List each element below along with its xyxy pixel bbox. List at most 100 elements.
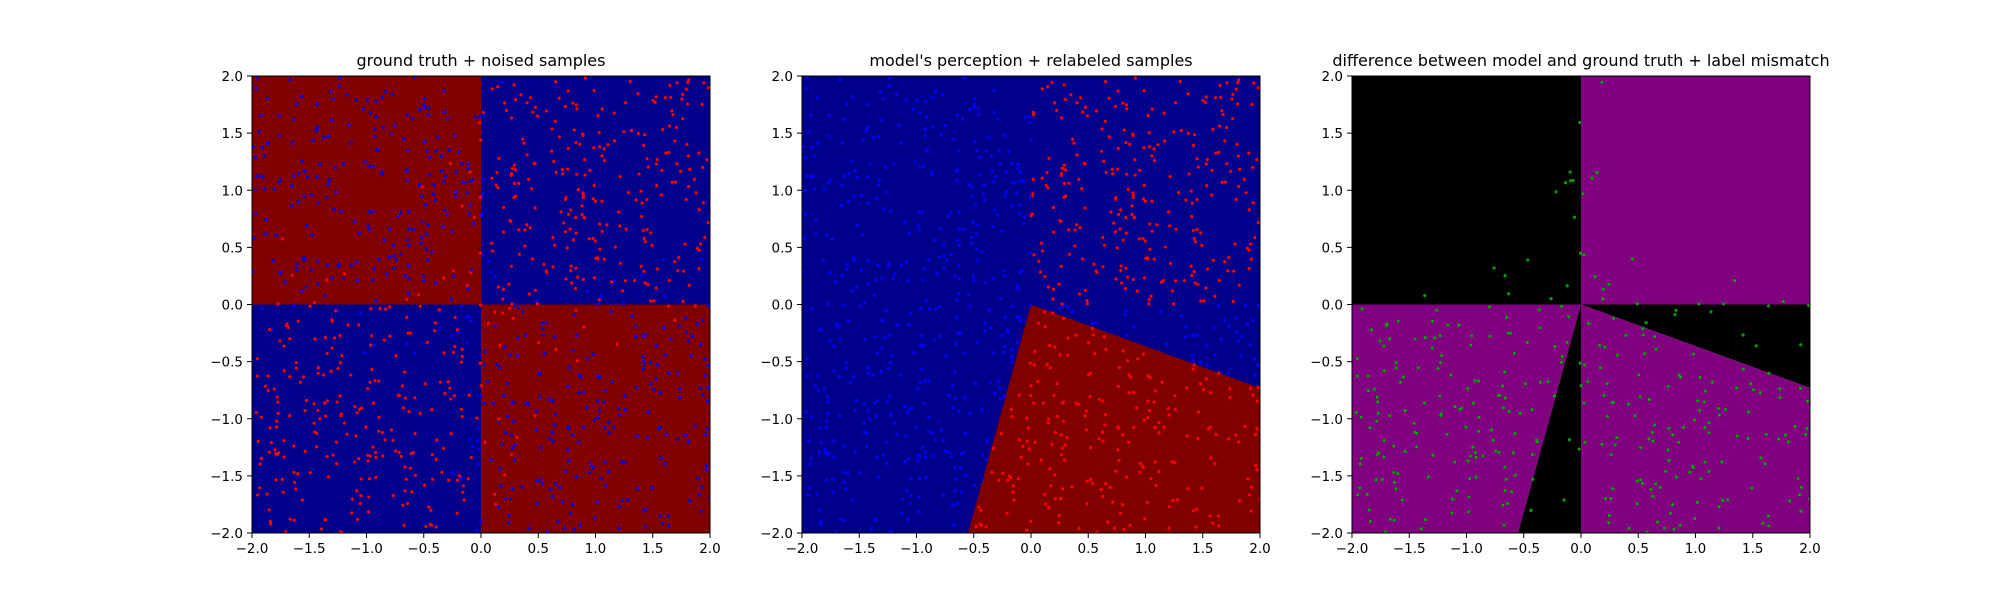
plot-area xyxy=(252,76,710,533)
sample-point xyxy=(1255,158,1259,162)
sample-point xyxy=(562,221,566,225)
sample-point xyxy=(938,305,942,309)
sample-point xyxy=(368,164,372,168)
sample-point xyxy=(823,448,827,452)
sample-point xyxy=(503,473,507,477)
sample-point xyxy=(687,184,691,189)
sample-point xyxy=(434,525,438,529)
sample-point xyxy=(1195,227,1199,232)
sample-point xyxy=(883,336,887,340)
sample-point xyxy=(702,81,706,85)
sample-point xyxy=(1074,401,1078,405)
sample-point xyxy=(505,108,509,112)
sample-point xyxy=(620,460,624,464)
x-tick-label: 0.0 xyxy=(1020,541,1041,557)
sample-point xyxy=(1359,456,1363,460)
sample-point xyxy=(1003,194,1008,198)
sample-point xyxy=(1374,478,1378,482)
sample-point xyxy=(413,396,417,400)
sample-point xyxy=(528,226,532,230)
sample-point xyxy=(439,154,444,158)
sample-point xyxy=(1023,115,1027,119)
sample-point xyxy=(1560,354,1564,359)
sample-point xyxy=(913,160,917,164)
sample-point xyxy=(255,357,260,361)
sample-point xyxy=(1382,369,1386,373)
sample-point xyxy=(1100,494,1105,498)
sample-point xyxy=(926,379,931,383)
sample-point xyxy=(603,460,607,464)
sample-point xyxy=(693,304,697,308)
sample-point xyxy=(612,425,616,429)
sample-point xyxy=(1564,181,1568,185)
sample-point xyxy=(654,286,658,290)
sample-point xyxy=(1692,418,1696,422)
sample-point xyxy=(909,493,913,498)
sample-point xyxy=(1615,353,1620,357)
sample-point xyxy=(804,86,808,90)
sample-point xyxy=(490,87,494,91)
sample-point xyxy=(509,433,513,437)
sample-point xyxy=(1637,373,1641,377)
sample-point xyxy=(651,388,656,392)
sample-point xyxy=(621,302,626,306)
chart-panel-difference: difference between model and ground trut… xyxy=(1310,51,1829,557)
sample-point xyxy=(418,411,422,415)
sample-point xyxy=(1538,326,1542,330)
sample-point xyxy=(1085,479,1089,483)
sample-point xyxy=(1119,264,1123,268)
sample-point xyxy=(1167,505,1171,509)
sample-point xyxy=(1208,391,1212,395)
sample-point xyxy=(328,90,332,94)
sample-point xyxy=(1028,115,1032,119)
sample-point xyxy=(560,167,564,171)
sample-point xyxy=(1220,180,1224,184)
sample-point xyxy=(581,193,585,197)
sample-point xyxy=(507,282,511,286)
sample-point xyxy=(1707,469,1711,474)
sample-point xyxy=(1798,386,1803,390)
sample-point xyxy=(581,277,585,282)
sample-point xyxy=(1231,299,1235,304)
sample-point xyxy=(1641,326,1645,331)
sample-point xyxy=(920,334,924,338)
sample-point xyxy=(1147,145,1152,149)
sample-point xyxy=(1422,401,1427,405)
sample-point xyxy=(288,517,292,521)
sample-point xyxy=(598,375,602,380)
sample-point xyxy=(1468,454,1472,458)
sample-point xyxy=(1108,485,1112,489)
sample-point xyxy=(1073,244,1077,248)
sample-point xyxy=(1682,425,1686,430)
sample-point xyxy=(1568,179,1573,183)
sample-point xyxy=(984,525,988,529)
sample-point xyxy=(1101,265,1105,269)
sample-point xyxy=(569,268,573,273)
x-tick-label: −1.5 xyxy=(1393,541,1426,557)
x-tick-label: 1.5 xyxy=(642,541,663,557)
sample-point xyxy=(1179,128,1183,133)
sample-point xyxy=(567,365,571,370)
sample-point xyxy=(955,238,959,242)
sample-point xyxy=(1433,336,1437,340)
sample-point xyxy=(1218,83,1222,88)
sample-point xyxy=(262,154,266,158)
sample-point xyxy=(866,408,870,413)
sample-point xyxy=(583,158,587,162)
sample-point xyxy=(1236,339,1240,343)
sample-point xyxy=(389,428,394,432)
sample-point xyxy=(1067,228,1071,232)
sample-point xyxy=(661,521,665,525)
sample-point xyxy=(1117,365,1121,370)
sample-point xyxy=(274,452,278,456)
sample-point xyxy=(900,497,905,501)
sample-point xyxy=(872,373,876,377)
sample-point xyxy=(1011,484,1015,488)
sample-point xyxy=(905,517,910,521)
sample-point xyxy=(814,217,818,222)
sample-point xyxy=(1253,373,1258,378)
sample-point xyxy=(592,276,597,280)
sample-point xyxy=(1015,315,1019,319)
y-tick-label: 2.0 xyxy=(222,69,243,85)
sample-point xyxy=(1237,184,1241,189)
